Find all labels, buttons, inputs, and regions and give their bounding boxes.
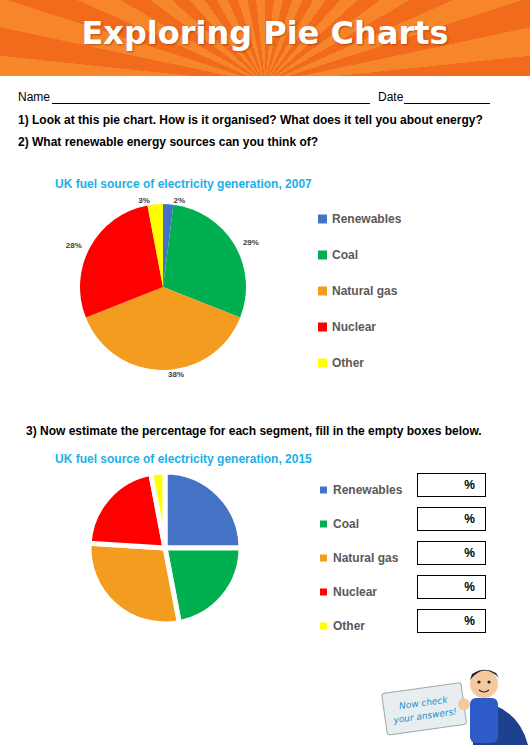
html-text:3) Now estimate the percentage: 3) Now estimate the percentage for each … (26, 424, 482, 438)
svg-text:Other: Other (332, 356, 364, 370)
svg-text:Renewables: Renewables (332, 212, 402, 226)
html-text:Name: Name (18, 90, 50, 104)
html-text:Date: Date (378, 90, 404, 104)
html-text:2) What renewable energy sourc: 2) What renewable energy sources can you… (18, 135, 319, 149)
svg-text:Coal: Coal (332, 248, 358, 262)
svg-text:3%: 3% (138, 196, 150, 205)
svg-text:Other: Other (333, 619, 365, 633)
svg-text:Nuclear: Nuclear (332, 320, 376, 334)
svg-text:38%: 38% (168, 370, 184, 379)
svg-text:Now check: Now check (398, 694, 449, 712)
svg-text:29%: 29% (243, 238, 259, 247)
svg-text:Renewables: Renewables (333, 483, 403, 497)
svg-text:2%: 2% (173, 196, 185, 205)
svg-text:Natural gas: Natural gas (333, 551, 399, 565)
svg-text:your answers!: your answers! (392, 706, 458, 725)
svg-text:UK fuel source of electricity: UK fuel source of electricity generation… (55, 177, 312, 191)
svg-text:Nuclear: Nuclear (333, 585, 377, 599)
html-text:Exploring Pie Charts: Exploring Pie Charts (81, 14, 449, 52)
svg-text:28%: 28% (66, 241, 82, 250)
svg-text:Natural gas: Natural gas (332, 284, 398, 298)
html-text:1) Look at this pie chart. How: 1) Look at this pie chart. How is it org… (18, 113, 483, 127)
svg-text:UK fuel source of electricity: UK fuel source of electricity generation… (55, 452, 312, 466)
svg-text:Coal: Coal (333, 517, 359, 531)
